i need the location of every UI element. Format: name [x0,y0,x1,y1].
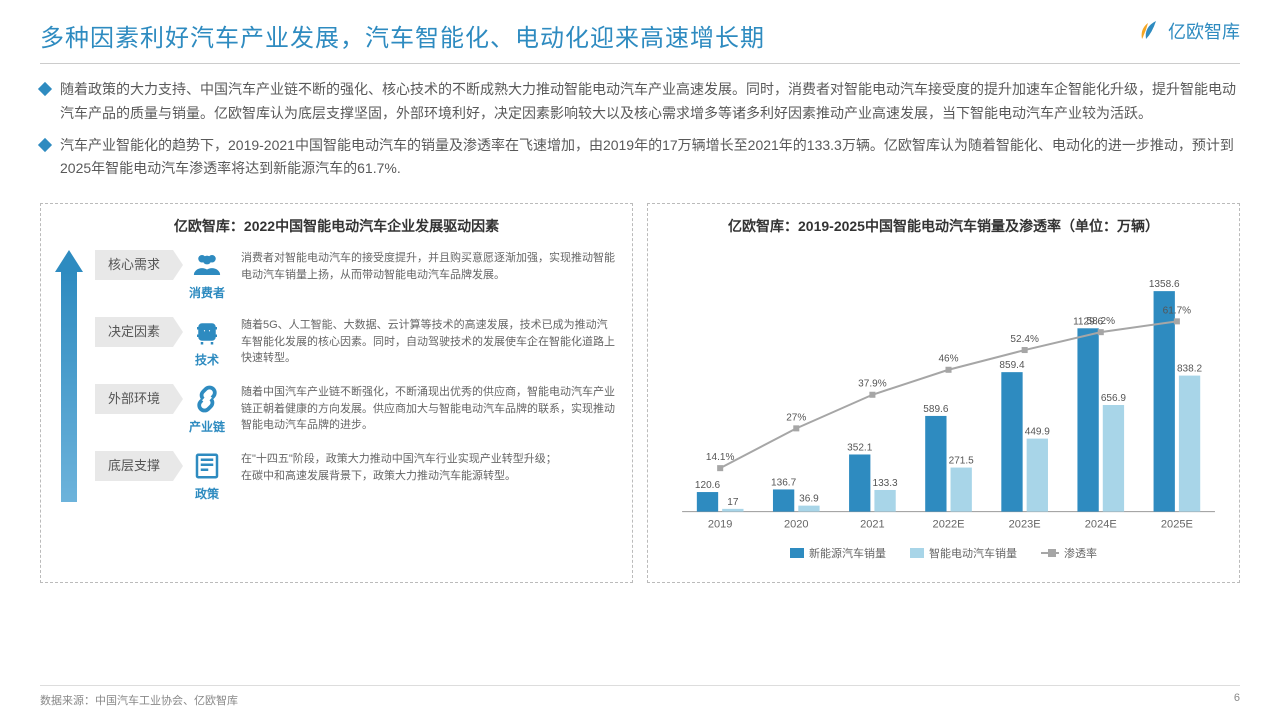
svg-text:352.1: 352.1 [847,443,873,454]
factor-desc: 随着中国汽车产业链不断强化，不断涌现出优秀的供应商，智能电动汽车产业链正朝着健康… [241,384,618,434]
leaf-icon [1138,19,1162,43]
doc-icon [192,451,222,481]
svg-text:37.9%: 37.9% [858,379,887,390]
svg-text:52.4%: 52.4% [1010,334,1039,345]
factor-row: 底层支撑 政策 在"十四五"阶段，政策大力推动中国汽车行业实现产业转型升级；在碳… [95,451,618,502]
svg-text:14.1%: 14.1% [706,452,735,463]
svg-text:2024E: 2024E [1085,519,1117,531]
brand-name: 亿欧智库 [1168,18,1240,44]
factor-row: 核心需求 消费者 消费者对智能电动汽车的接受度提升，并且购买意愿逐渐加强，实现推… [95,250,618,301]
svg-text:859.4: 859.4 [999,360,1025,371]
svg-text:2020: 2020 [784,519,809,531]
svg-text:36.9: 36.9 [799,494,819,505]
factor-tag: 外部环境 [95,384,173,414]
svg-text:27%: 27% [786,413,806,424]
svg-text:61.7%: 61.7% [1163,306,1192,317]
factor-row: 决定因素 技术 随着5G、人工智能、大数据、云计算等技术的高速发展，技术已成为推… [95,317,618,368]
footer: 数据来源：中国汽车工业协会、亿欧智库 6 [40,685,1240,708]
left-panel-title: 亿欧智库：2022中国智能电动汽车企业发展驱动因素 [55,216,618,236]
factor-tag: 底层支撑 [95,451,173,481]
svg-text:2025E: 2025E [1161,519,1193,531]
svg-text:136.7: 136.7 [771,478,797,489]
page-number: 6 [1234,692,1240,708]
diamond-icon [38,82,52,96]
link-icon [192,384,222,414]
bullet-text: 汽车产业智能化的趋势下，2019-2021中国智能电动汽车的销量及渗透率在飞速增… [60,134,1240,182]
svg-text:120.6: 120.6 [695,480,721,491]
svg-text:1358.6: 1358.6 [1149,279,1180,290]
icon-label: 产业链 [189,418,225,435]
factor-row: 外部环境 产业链 随着中国汽车产业链不断强化，不断涌现出优秀的供应商，智能电动汽… [95,384,618,435]
svg-text:656.9: 656.9 [1101,393,1127,404]
left-panel: 亿欧智库：2022中国智能电动汽车企业发展驱动因素 核心需求 消费者 消费者对智… [40,203,633,583]
diamond-icon [38,138,52,152]
combo-chart: 120.6 17 2019 136.736.9 2020 352.1 133.3 2021 58… [662,250,1225,540]
right-panel: 亿欧智库：2019-2025中国智能电动汽车销量及渗透率（单位：万辆） 120.… [647,203,1240,583]
brand-logo: 亿欧智库 [1138,18,1240,44]
chart-legend: 新能源汽车销量 智能电动汽车销量 渗透率 [662,545,1225,561]
users-icon [192,250,222,280]
source-text: 数据来源：中国汽车工业协会、亿欧智库 [40,692,238,708]
vertical-arrow [55,250,83,502]
svg-text:46%: 46% [938,354,958,365]
page-title: 多种因素利好汽车产业发展，汽车智能化、电动化迎来高速增长期 [40,18,765,53]
svg-text:2021: 2021 [860,519,885,531]
svg-text:589.6: 589.6 [923,404,949,415]
factor-desc: 在"十四五"阶段，政策大力推动中国汽车行业实现产业转型升级；在碳中和高速发展背景… [241,451,618,484]
factor-tag: 核心需求 [95,250,173,280]
svg-text:17: 17 [727,497,739,508]
factor-desc: 随着5G、人工智能、大数据、云计算等技术的高速发展，技术已成为推动汽车智能化发展… [241,317,618,367]
svg-text:2022E: 2022E [933,519,965,531]
bullet-text: 随着政策的大力支持、中国汽车产业链不断的强化、核心技术的不断成熟大力推动智能电动… [60,78,1240,126]
svg-text:271.5: 271.5 [949,456,975,467]
icon-label: 政策 [195,485,219,502]
svg-text:449.9: 449.9 [1025,427,1051,438]
factor-tag: 决定因素 [95,317,173,347]
svg-text:2023E: 2023E [1009,519,1041,531]
svg-text:58.2%: 58.2% [1087,316,1116,327]
chart-area: 120.6 17 2019 136.736.9 2020 352.1 133.3 2021 58… [662,250,1225,570]
svg-text:838.2: 838.2 [1177,364,1203,375]
bullet-list: 随着政策的大力支持、中国汽车产业链不断的强化、核心技术的不断成熟大力推动智能电动… [0,64,1280,181]
svg-text:133.3: 133.3 [872,478,898,489]
right-panel-title: 亿欧智库：2019-2025中国智能电动汽车销量及渗透率（单位：万辆） [662,216,1225,236]
icon-label: 消费者 [189,284,225,301]
icon-label: 技术 [195,351,219,368]
svg-text:2019: 2019 [708,519,733,531]
factor-desc: 消费者对智能电动汽车的接受度提升，并且购买意愿逐渐加强，实现推动智能电动汽车销量… [241,250,618,283]
chip-icon [192,317,222,347]
